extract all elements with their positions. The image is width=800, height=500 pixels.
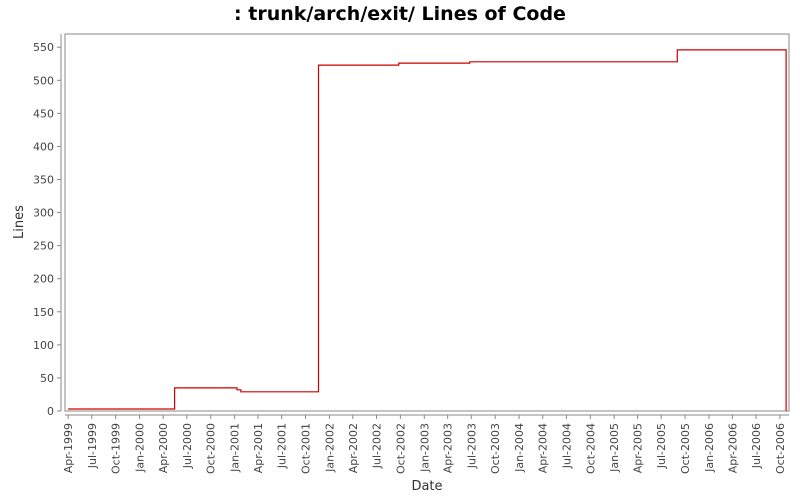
x-tick-label: Apr-2001 [252,423,265,473]
x-tick-label: Jul-2002 [370,423,383,469]
y-axis: 0 50 100 150 200 250 300 350 400 450 500 550 [33,34,62,418]
x-tick-label: Jan-2003 [418,423,431,473]
x-tick-label: Oct-2000 [205,423,218,474]
y-tick-label: 0 [47,405,54,418]
x-tick-label: Apr-1999 [62,423,75,473]
series-line [68,49,787,411]
y-tick-label: 450 [33,107,54,120]
x-axis-label: Date [411,479,442,494]
x-tick-label: Jan-2000 [134,423,147,473]
chart-title: : trunk/arch/exit/ Lines of Code [234,3,566,25]
x-tick-label: Oct-1999 [110,423,123,474]
x-tick-label: Jul-1999 [86,423,99,469]
x-tick-label: Oct-2004 [584,423,597,474]
y-tick-label: 250 [33,240,54,253]
x-tick-label: Oct-2003 [489,423,502,474]
x-tick-label: Jul-2001 [276,423,289,469]
y-axis-label: Lines [12,205,27,239]
y-tick-label: 200 [33,273,54,286]
x-tick-label: Apr-2006 [726,423,739,473]
series-layer [68,49,787,411]
x-tick-label: Jan-2006 [703,423,716,473]
y-tick-label: 300 [33,207,54,220]
x-tick-label: Jul-2006 [750,423,763,469]
x-tick-label: Oct-2002 [394,423,407,474]
x-tick-label: Oct-2001 [300,423,313,474]
x-tick-label: Jul-2000 [181,423,194,469]
x-tick-label: Jan-2002 [323,423,336,473]
y-tick-label: 550 [33,41,54,54]
plot-area [64,33,790,412]
x-tick-label: Apr-2004 [537,423,550,473]
x-tick-label: Apr-2002 [347,423,360,473]
x-tick-label: Oct-2005 [679,423,692,474]
x-tick-label: Jan-2004 [513,423,526,473]
y-tick-label: 100 [33,339,54,352]
y-tick-label: 400 [33,140,54,153]
y-tick-label: 350 [33,174,54,187]
y-tick-label: 150 [33,306,54,319]
x-tick-label: Jul-2004 [560,423,573,469]
x-axis: Apr-1999 Jul-1999 Oct-1999 Jan-2000 Apr-2000… [62,414,789,474]
x-tick-label: Jan-2005 [608,423,621,473]
x-tick-label: Apr-2000 [157,423,170,473]
x-tick-label: Apr-2005 [632,423,645,473]
x-tick-label: Jan-2001 [229,423,242,473]
x-tick-label: Oct-2006 [774,423,787,474]
x-tick-label: Jul-2005 [655,423,668,469]
x-tick-label: Jul-2003 [465,423,478,469]
y-tick-label: 500 [33,74,54,87]
x-tick-label: Apr-2003 [442,423,455,473]
y-tick-label: 50 [40,372,54,385]
